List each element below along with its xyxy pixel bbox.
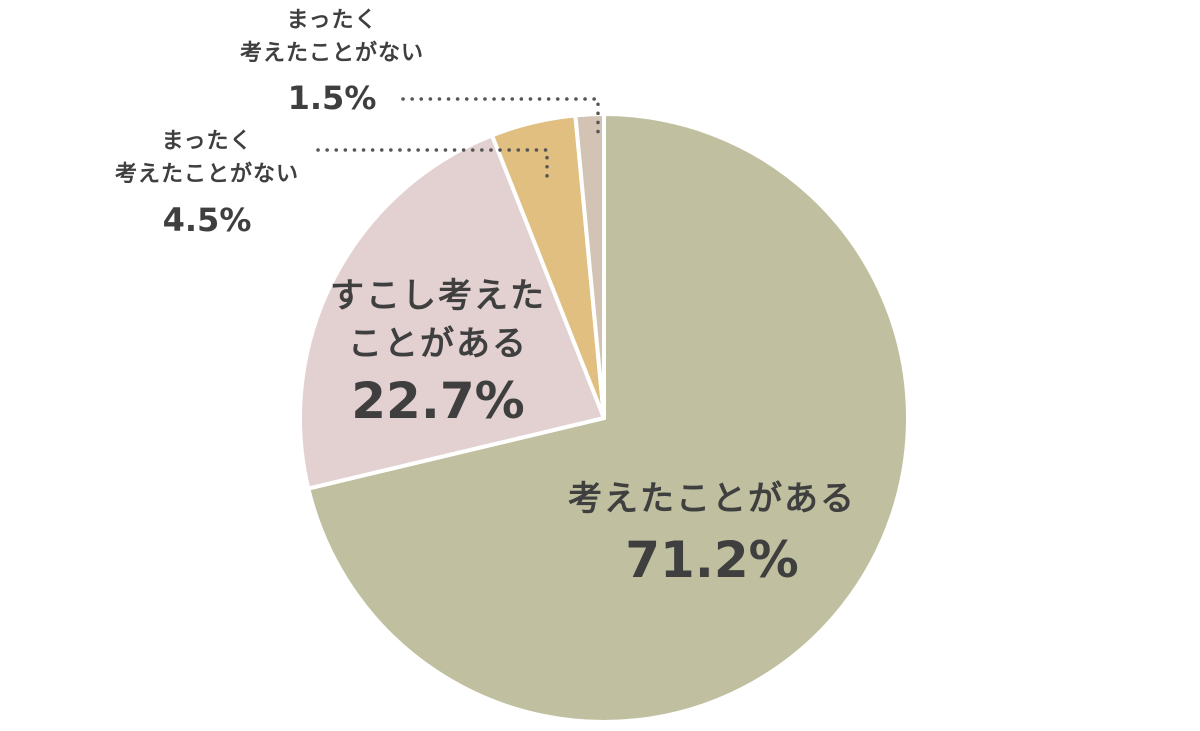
leader-line-slice-4 [401, 97, 600, 135]
pie-slices [298, 112, 910, 724]
slice-label-line: すこし考えた [330, 276, 546, 316]
slice-value-label: 22.7% [351, 372, 524, 430]
slice-label-line: ことがある [348, 324, 528, 364]
slice-value-label: 1.5% [288, 79, 377, 117]
pie-slice-1 [306, 112, 910, 724]
slice-value-label: 71.2% [625, 531, 798, 589]
slice-value-label: 4.5% [163, 201, 252, 239]
slice-label-line: 考えたことがない [240, 40, 424, 66]
slice-label-line: まったく [286, 8, 377, 33]
slice-label-line: 考えたことがない [115, 161, 299, 187]
pie-slice-4 [573, 112, 606, 420]
slice-label-line: まったく [161, 129, 252, 154]
leader-line-slice-3 [316, 148, 549, 185]
slice-label-line: 考えたことがある [568, 479, 856, 519]
pie-slice-2 [298, 133, 606, 491]
